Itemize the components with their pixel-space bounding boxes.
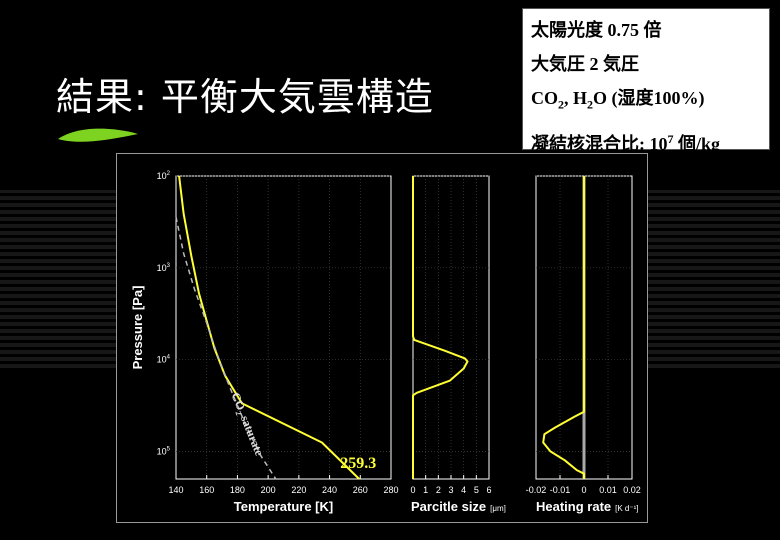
temperature-profile-curve — [178, 175, 360, 480]
particle-size-x-tick-label: 0 — [410, 485, 415, 495]
particle-size-x-label: Parcitle size [μm] — [411, 499, 506, 514]
temperature-x-tick-label: 280 — [383, 485, 398, 495]
particle-size-panel: 0 1 2 3 4 5 6 Parcitle size [μm] — [410, 175, 506, 514]
info-line-pressure: 大気圧 2 気圧 — [531, 54, 639, 74]
particle-size-x-tick-label: 6 — [486, 485, 491, 495]
info-line-ccn: 凝結核混合比: 107 個/kg — [531, 131, 721, 154]
particle-size-x-tick-label: 4 — [461, 485, 466, 495]
particle-size-x-tick-label: 2 — [436, 485, 441, 495]
particle-size-profile-curve — [412, 176, 469, 479]
heating-rate-x-tick-label: 0.01 — [599, 485, 617, 495]
slide-title: 結果: 平衡大気雲構造 — [56, 75, 434, 119]
particle-size-x-unit: [μm] — [490, 504, 506, 513]
particle-size-x-tick-label: 1 — [423, 485, 428, 495]
figure-frame — [116, 153, 648, 523]
temperature-x-tick-label: 140 — [168, 485, 183, 495]
info-line-composition: CO2, H2O (湿度100%) — [531, 88, 705, 112]
temperature-saturation-curve — [175, 216, 277, 480]
temperature-x-tick-label: 240 — [322, 485, 337, 495]
condition-info-box: 太陽光度 0.75 倍 大気圧 2 気圧 CO2, H2O (湿度100%) 凝… — [522, 8, 770, 154]
info-line-solar: 太陽光度 0.75 倍 — [531, 20, 662, 40]
heating-rate-x-tick-label: -0.01 — [550, 485, 571, 495]
temperature-y-tick-label: 102 — [157, 171, 171, 181]
surface-temperature-label: 259.3 — [340, 455, 376, 472]
temperature-y-label: Pressure [Pa] — [130, 286, 145, 370]
heating-rate-x-tick-label: 0 — [581, 485, 586, 495]
particle-size-x-tick-label: 3 — [448, 485, 453, 495]
particle-size-x-tick-label: 5 — [474, 485, 479, 495]
temperature-y-tick-label: 103 — [157, 263, 171, 273]
temperature-x-tick-label: 260 — [353, 485, 368, 495]
temperature-y-tick-label: 105 — [157, 446, 171, 456]
heating-rate-x-tick-label: 0.02 — [623, 485, 641, 495]
temperature-x-tick-label: 180 — [230, 485, 245, 495]
heating-rate-x-unit: [K d⁻¹] — [615, 504, 638, 513]
heating-rate-profile-curve — [542, 176, 585, 479]
y-tick-exponent: 5 — [167, 446, 171, 452]
heating-rate-x-tick-label: -0.02 — [526, 485, 547, 495]
y-tick-exponent: 2 — [167, 171, 171, 177]
temperature-x-tick-label: 160 — [199, 485, 214, 495]
temperature-x-tick-label: 220 — [291, 485, 306, 495]
temperature-x-label: Temperature [K] — [234, 499, 333, 514]
temperature-plot-area — [175, 175, 392, 480]
temperature-x-tick-label: 200 — [261, 485, 276, 495]
temperature-panel: 140 160 180 200 220 240 260 280 Temperature [K] — [168, 175, 399, 514]
leaf-accent — [58, 128, 138, 142]
temperature-y-tick-label: 104 — [157, 355, 171, 365]
y-tick-exponent: 4 — [167, 355, 171, 361]
co2-subscript: 2 — [233, 410, 243, 417]
y-tick-exponent: 3 — [167, 263, 171, 269]
